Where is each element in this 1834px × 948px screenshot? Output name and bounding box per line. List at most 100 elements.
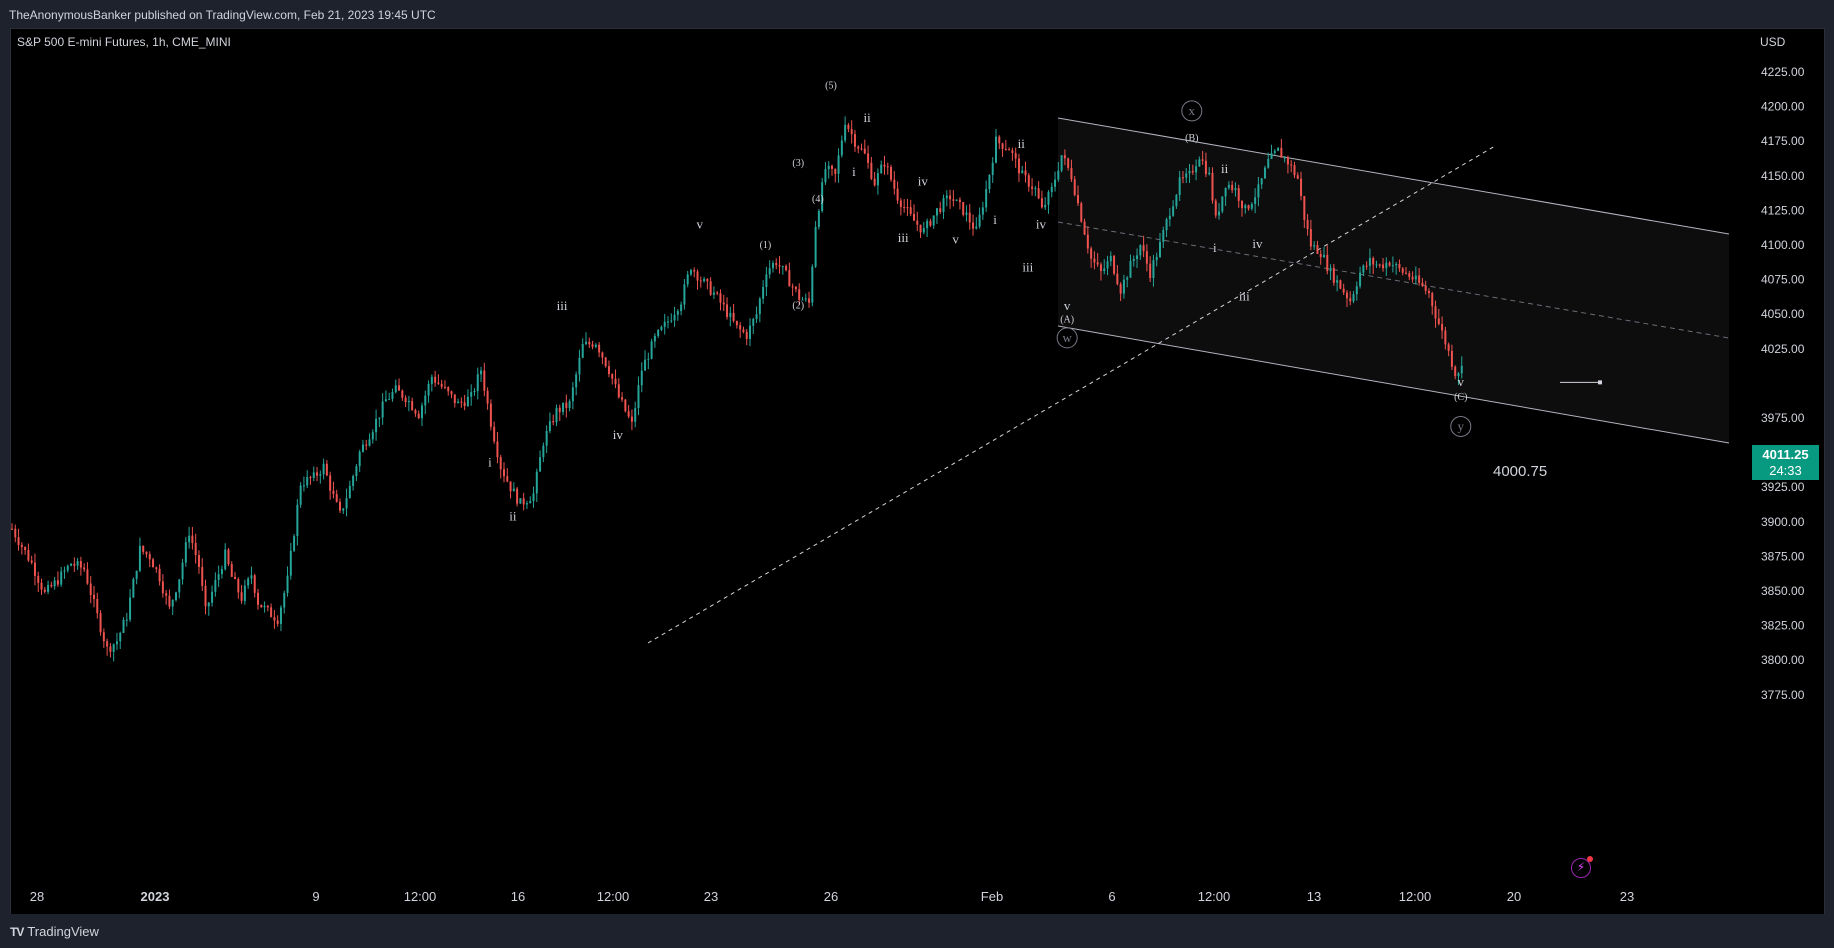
candle-body xyxy=(358,451,361,467)
candle-body xyxy=(1375,264,1378,266)
candle-body xyxy=(66,565,69,571)
chart-pane[interactable] xyxy=(10,28,1825,916)
candle-body xyxy=(867,153,870,163)
x-tick-label: 13 xyxy=(1307,889,1321,904)
candle-body xyxy=(575,374,578,388)
candle-body xyxy=(470,392,473,397)
candle-body xyxy=(115,641,118,645)
candle-body xyxy=(1241,200,1243,209)
candle-body xyxy=(1159,241,1161,258)
candle-body xyxy=(404,397,407,403)
candle-body xyxy=(640,370,643,386)
candle-body xyxy=(227,549,230,565)
candle-body xyxy=(591,344,594,347)
candle-body xyxy=(447,387,450,392)
candle-body xyxy=(1431,293,1434,307)
candle-body xyxy=(552,421,555,423)
candle-body xyxy=(1398,264,1401,269)
candle-body xyxy=(466,396,469,407)
candle-body xyxy=(742,329,745,332)
candle-body xyxy=(270,607,273,618)
candle-body xyxy=(814,226,817,267)
candle-body xyxy=(653,335,656,342)
x-tick-label: 28 xyxy=(30,889,44,904)
candle-body xyxy=(460,401,463,403)
x-tick-label: Feb xyxy=(981,889,1003,904)
tradingview-logo-icon: TV xyxy=(10,924,24,939)
wave-label: iv xyxy=(613,427,624,442)
y-tick-label: 3925.00 xyxy=(1761,480,1805,494)
candle-body xyxy=(1424,285,1427,291)
wave-label: iii xyxy=(557,298,568,313)
y-tick-label: 4075.00 xyxy=(1761,273,1805,287)
tradingview-brand[interactable]: TV TradingView xyxy=(10,924,99,939)
candle-body xyxy=(207,602,210,607)
candle-body xyxy=(558,407,561,413)
candle-body xyxy=(293,536,296,551)
candle-body xyxy=(1099,264,1102,272)
wave-label: (1) xyxy=(760,240,772,251)
candle-body xyxy=(617,384,620,398)
candle-body xyxy=(1355,286,1358,295)
candle-body xyxy=(1004,149,1007,151)
candle-body xyxy=(1122,279,1125,294)
candle-body xyxy=(1080,203,1083,222)
symbol-legend[interactable]: S&P 500 E-mini Futures, 1h, CME_MINI xyxy=(17,35,231,49)
candle-body xyxy=(443,386,446,388)
candle-body xyxy=(1109,255,1112,262)
candle-body xyxy=(434,376,437,383)
candle-body xyxy=(276,620,279,624)
candle-body xyxy=(102,632,105,642)
candle-body xyxy=(148,554,151,560)
candle-body xyxy=(1001,143,1004,150)
candle-body xyxy=(289,550,292,576)
candle-body xyxy=(791,286,794,288)
candle-body xyxy=(729,312,732,317)
candle-body xyxy=(493,426,496,442)
candle-body xyxy=(778,265,781,267)
candle-body xyxy=(998,136,1001,144)
candle-body xyxy=(811,266,814,303)
candle-body xyxy=(201,567,204,586)
candle-body xyxy=(909,207,912,214)
candle-body xyxy=(437,382,440,384)
candle-body xyxy=(1372,258,1375,265)
candle-body xyxy=(1313,245,1316,247)
candle-body xyxy=(11,528,13,530)
candle-body xyxy=(175,592,177,600)
candle-body xyxy=(122,619,125,633)
candle-body xyxy=(548,421,551,432)
candle-body xyxy=(96,598,99,614)
candle-body xyxy=(1293,165,1296,176)
candle-body xyxy=(483,370,486,391)
candle-body xyxy=(952,199,955,201)
candle-body xyxy=(1434,306,1437,319)
candle-body xyxy=(1260,178,1263,185)
candle-body xyxy=(637,385,640,409)
candle-body xyxy=(1188,170,1191,174)
candle-body xyxy=(794,286,797,290)
candle-body xyxy=(1050,186,1053,193)
wave-label: ii xyxy=(863,110,871,125)
candle-body xyxy=(913,213,915,221)
candle-body xyxy=(598,344,601,353)
lightning-icon[interactable]: ⚡ xyxy=(1571,856,1593,878)
candle-body xyxy=(279,607,282,624)
candle-body xyxy=(319,474,322,476)
candle-body xyxy=(79,561,82,568)
y-tick-label: 4225.00 xyxy=(1761,65,1805,79)
candle-body xyxy=(988,174,991,190)
candle-body xyxy=(316,472,319,476)
candle-body xyxy=(962,202,965,215)
candle-body xyxy=(234,576,237,579)
candle-body xyxy=(1391,265,1394,267)
candle-body xyxy=(647,358,650,360)
candle-body xyxy=(824,169,827,183)
candle-body xyxy=(1021,170,1024,174)
y-tick-label: 4100.00 xyxy=(1761,238,1805,252)
candle-body xyxy=(965,212,968,215)
candle-body xyxy=(899,200,902,208)
candle-body xyxy=(247,578,250,586)
candle-body xyxy=(1139,245,1142,256)
